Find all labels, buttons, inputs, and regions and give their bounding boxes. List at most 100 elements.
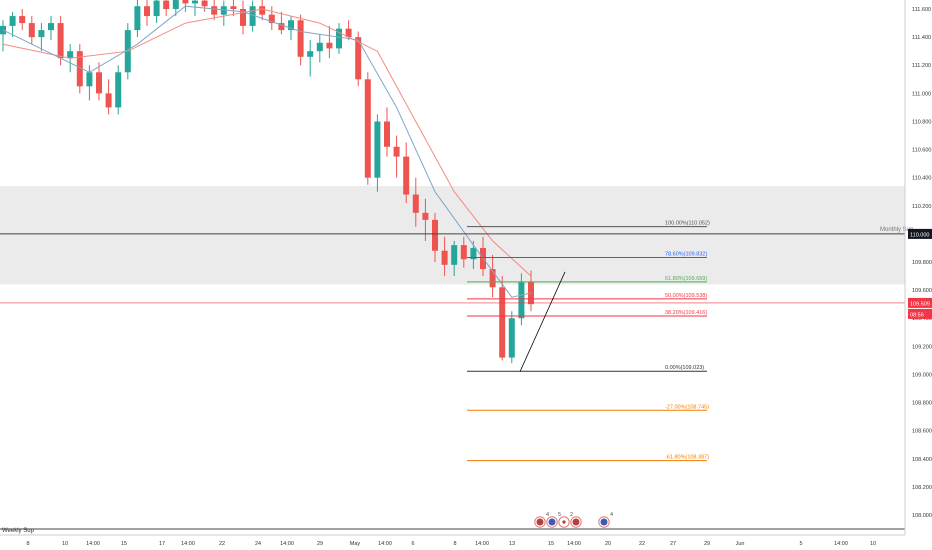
candle-body[interactable] (307, 51, 314, 57)
price-tick-label: 108.600 (912, 429, 932, 435)
time-tick-label: 14:00 (834, 541, 848, 547)
time-tick-label: 14:00 (86, 541, 100, 547)
candle-body[interactable] (268, 14, 275, 24)
price-tick-label: 111.000 (912, 91, 931, 97)
current-price-tag-text: 109.509 (910, 301, 930, 307)
candle-body[interactable] (364, 79, 371, 178)
candle-body[interactable] (201, 0, 208, 7)
event-count-label: 4 (546, 512, 549, 518)
candle-body[interactable] (48, 23, 54, 31)
price-axis[interactable]: 111.600 111.400 111.200 111.000 110.800 110.6… (904, 0, 932, 535)
economic-event-icon[interactable] (546, 516, 558, 528)
current-price-tag: 109.509 (908, 297, 932, 308)
candle-body[interactable] (19, 16, 26, 24)
event-flag-fill (572, 518, 580, 526)
candle-body[interactable] (374, 121, 381, 178)
candle-body[interactable] (38, 30, 45, 38)
candle-body[interactable] (508, 318, 515, 358)
time-tick-label: 24 (255, 541, 261, 547)
time-tick-label: 10 (62, 541, 68, 547)
fibonacci-retracement[interactable]: 100.00%(110.052) 78.60%(109.832) 61.80%(10… (467, 221, 710, 462)
candle-body[interactable] (57, 23, 64, 59)
countdown-tag-box (908, 308, 932, 319)
event-count-label: 2 (570, 512, 573, 518)
trend-line[interactable] (519, 271, 566, 372)
time-tick-label: 8 (453, 541, 456, 547)
candle-body[interactable] (240, 9, 246, 26)
candle-body[interactable] (28, 23, 35, 38)
time-tick-label: Jun (736, 541, 745, 547)
candle-body[interactable] (412, 194, 419, 213)
moving-averages (2, 5, 532, 298)
economic-event-icon[interactable] (558, 516, 570, 528)
candle-body[interactable] (470, 247, 477, 260)
price-tags: 110.000 109.509 08:56 (908, 228, 932, 319)
candle-body[interactable] (278, 23, 285, 31)
candle-body[interactable] (259, 6, 266, 15)
candle-body[interactable] (297, 20, 304, 57)
candle-body[interactable] (316, 42, 323, 52)
candle-body[interactable] (336, 28, 342, 49)
candle-body[interactable] (76, 51, 83, 87)
time-axis[interactable]: 8 10 14:00 15 17 14:00 22 24 14:00 29 May 14:00 6 8 14… (0, 534, 905, 547)
economic-event-icon[interactable] (570, 516, 582, 528)
horizontal-lines[interactable]: Monthly Sup Weekly Sup (0, 227, 914, 534)
candle-body[interactable] (67, 51, 74, 59)
candle-body[interactable] (163, 0, 170, 10)
candle-body[interactable] (96, 72, 102, 94)
economic-event-icon[interactable] (598, 516, 610, 528)
candle-body[interactable] (153, 0, 160, 17)
fib-level-label: -27.00%(108.745) (665, 404, 709, 410)
candle-body[interactable] (144, 6, 150, 17)
candle-body[interactable] (115, 72, 122, 108)
time-tick-label: 29 (317, 541, 323, 547)
time-tick-label: 14:00 (181, 541, 195, 547)
candle-body[interactable] (451, 245, 458, 265)
price-tick-label: 109.200 (912, 344, 932, 350)
economic-events[interactable]: 4 5 2 4 (534, 512, 613, 528)
time-tick-label: 22 (219, 541, 225, 547)
candle-body[interactable] (355, 37, 362, 80)
candle-body[interactable] (134, 6, 141, 31)
candle-body[interactable] (211, 6, 218, 15)
candle-body[interactable] (86, 72, 93, 87)
candle-body[interactable] (432, 219, 438, 251)
economic-event-icon[interactable] (534, 516, 546, 528)
candle-body[interactable] (460, 245, 467, 260)
fib-level-label: -61.80%(108.387) (665, 455, 709, 461)
candle-body[interactable] (403, 156, 410, 195)
time-tick-label: 14:00 (475, 541, 489, 547)
price-tick-label: 110.400 (912, 176, 931, 182)
event-flag-fill (536, 518, 544, 526)
event-count-label: 5 (558, 512, 561, 518)
candle-body[interactable] (182, 0, 189, 4)
time-tick-label: 14:00 (378, 541, 392, 547)
candle-body[interactable] (393, 146, 400, 157)
event-count-label: 4 (610, 512, 613, 518)
candle-body[interactable] (192, 0, 198, 4)
candle-body[interactable] (288, 20, 294, 31)
price-tick-label: 108.800 (912, 401, 932, 407)
candle-body[interactable] (249, 6, 256, 26)
candle-body[interactable] (441, 250, 448, 265)
time-tick-label: 15 (548, 541, 554, 547)
candle-body[interactable] (326, 42, 333, 49)
slow-moving-average-line (2, 8, 532, 277)
current-price-tag-box (908, 297, 932, 308)
candle-body[interactable] (9, 16, 16, 26)
candle-body[interactable] (422, 212, 429, 220)
candle-body[interactable] (384, 121, 390, 147)
fib-level-label: 100.00%(110.052) (665, 221, 710, 227)
time-tick-label: 22 (639, 541, 645, 547)
candle-body[interactable] (172, 0, 179, 10)
candle-body[interactable] (345, 28, 352, 38)
candle-body[interactable] (499, 287, 506, 358)
candle-body[interactable] (105, 93, 112, 108)
candle-body[interactable] (518, 281, 525, 319)
trend-line-segment[interactable] (519, 271, 566, 372)
price-tick-label: 111.400 (912, 35, 931, 41)
time-tick-label: 27 (670, 541, 676, 547)
candle-body[interactable] (230, 6, 237, 10)
candle-body[interactable] (489, 269, 496, 288)
